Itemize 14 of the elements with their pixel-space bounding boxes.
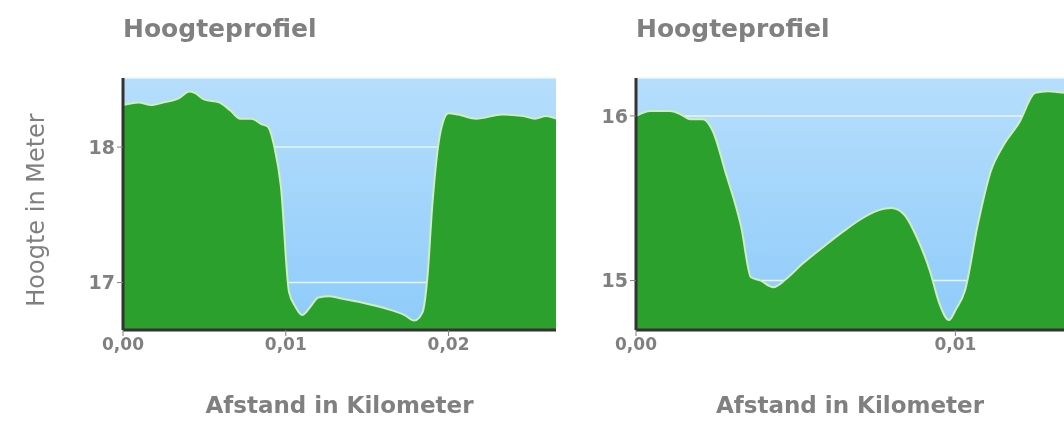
chart-title: Hoogteprofiel xyxy=(636,14,830,43)
chart-title: Hoogteprofiel xyxy=(123,14,317,43)
x-tick-label: 0,02 xyxy=(427,334,470,355)
y-tick-label: 16 xyxy=(601,104,628,127)
y-tick-label: 18 xyxy=(88,135,115,158)
y-axis-title: Hoogte in Meter xyxy=(22,113,50,307)
x-axis-title: Afstand in Kilometer xyxy=(715,392,985,418)
x-tick-label: 0,00 xyxy=(615,334,658,355)
x-tick-label: 0,01 xyxy=(934,334,977,355)
x-axis-title: Afstand in Kilometer xyxy=(204,392,475,418)
y-tick-label: 17 xyxy=(88,271,115,294)
y-tick-label: 15 xyxy=(601,269,628,292)
x-tick-label: 0,01 xyxy=(264,334,307,355)
x-tick-label: 0,00 xyxy=(102,334,145,355)
